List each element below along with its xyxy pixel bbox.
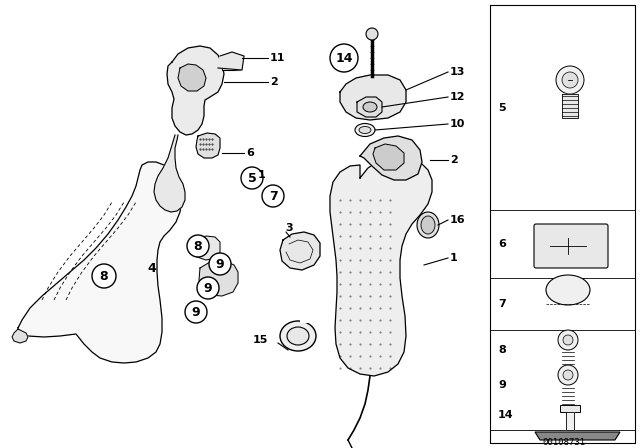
FancyBboxPatch shape — [534, 224, 608, 268]
Text: 9: 9 — [498, 380, 506, 390]
Circle shape — [197, 277, 219, 299]
Polygon shape — [167, 46, 224, 135]
Circle shape — [366, 28, 378, 40]
Text: 9: 9 — [192, 306, 200, 319]
Ellipse shape — [355, 124, 375, 137]
Circle shape — [241, 167, 263, 189]
Ellipse shape — [363, 102, 377, 112]
Circle shape — [563, 335, 573, 345]
Text: 10: 10 — [450, 119, 465, 129]
Circle shape — [558, 330, 578, 350]
Text: 14: 14 — [335, 52, 353, 65]
Polygon shape — [560, 405, 580, 412]
Polygon shape — [566, 412, 574, 430]
Text: 8: 8 — [100, 270, 108, 283]
Ellipse shape — [421, 216, 435, 234]
Text: 3: 3 — [285, 223, 292, 233]
Text: 7: 7 — [498, 299, 506, 309]
Polygon shape — [562, 94, 578, 118]
Text: 1: 1 — [258, 170, 266, 180]
Circle shape — [330, 44, 358, 72]
Polygon shape — [196, 133, 220, 158]
Polygon shape — [18, 162, 182, 363]
Polygon shape — [154, 135, 185, 212]
Text: 1: 1 — [450, 253, 458, 263]
Circle shape — [558, 365, 578, 385]
Circle shape — [185, 301, 207, 323]
Ellipse shape — [280, 321, 316, 351]
Polygon shape — [373, 144, 404, 170]
Ellipse shape — [546, 275, 590, 305]
Polygon shape — [340, 75, 406, 120]
Circle shape — [209, 253, 231, 275]
Polygon shape — [218, 52, 244, 70]
Circle shape — [562, 72, 578, 88]
Text: 2: 2 — [270, 77, 278, 87]
Polygon shape — [535, 432, 620, 440]
Text: 8: 8 — [498, 345, 506, 355]
Ellipse shape — [287, 327, 309, 345]
Text: 4: 4 — [148, 262, 156, 275]
Circle shape — [556, 66, 584, 94]
Polygon shape — [178, 64, 206, 91]
Circle shape — [262, 185, 284, 207]
Text: 16: 16 — [450, 215, 466, 225]
Polygon shape — [280, 232, 320, 270]
Text: 9: 9 — [204, 281, 212, 294]
Text: 15: 15 — [253, 335, 268, 345]
Text: 9: 9 — [216, 258, 224, 271]
Text: 7: 7 — [269, 190, 277, 202]
Text: 6: 6 — [498, 239, 506, 249]
Text: 00108731: 00108731 — [543, 438, 586, 447]
Polygon shape — [12, 329, 28, 343]
Polygon shape — [330, 156, 432, 376]
Polygon shape — [360, 136, 422, 180]
Polygon shape — [193, 236, 220, 260]
Text: 13: 13 — [450, 67, 465, 77]
Polygon shape — [199, 261, 238, 296]
Circle shape — [92, 264, 116, 288]
Text: 11: 11 — [270, 53, 285, 63]
Circle shape — [187, 235, 209, 257]
Text: 5: 5 — [498, 103, 506, 113]
Text: 6: 6 — [246, 148, 254, 158]
Polygon shape — [357, 97, 382, 117]
Text: 12: 12 — [450, 92, 465, 102]
Bar — [300, 305, 320, 323]
Circle shape — [563, 370, 573, 380]
Text: 2: 2 — [450, 155, 458, 165]
Text: 8: 8 — [194, 240, 202, 253]
Text: 14: 14 — [498, 410, 514, 420]
Ellipse shape — [359, 126, 371, 134]
Bar — [222, 56, 240, 70]
Text: 5: 5 — [248, 172, 257, 185]
Ellipse shape — [417, 212, 439, 238]
